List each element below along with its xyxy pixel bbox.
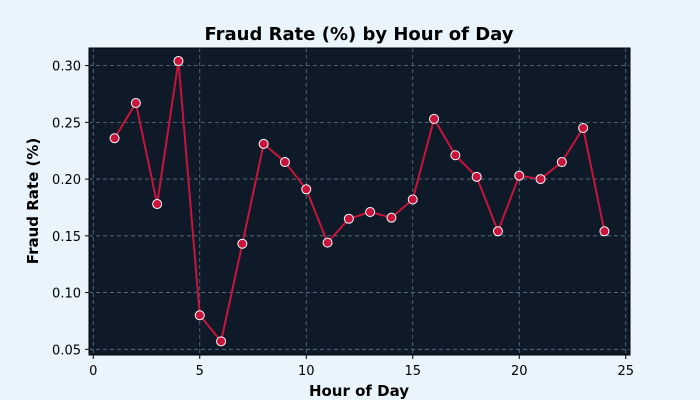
data-point-layer <box>109 56 610 347</box>
data-point <box>578 123 589 134</box>
data-point <box>130 98 141 109</box>
y-tick-label: 0.20 <box>52 173 81 188</box>
y-tick-label: 0.25 <box>52 116 81 131</box>
data-point <box>343 213 354 224</box>
plot-frame <box>88 47 631 356</box>
data-point <box>152 199 163 210</box>
data-point <box>194 310 205 321</box>
data-point <box>514 170 525 181</box>
x-tick-label: 5 <box>196 364 204 379</box>
data-point <box>450 150 461 161</box>
x-tick-label: 25 <box>617 364 634 379</box>
data-point <box>407 194 418 205</box>
data-point <box>279 157 290 168</box>
data-point <box>599 226 610 237</box>
plot-area <box>89 48 630 355</box>
data-point <box>322 237 333 248</box>
data-point <box>109 133 120 144</box>
data-point <box>301 184 312 195</box>
data-point <box>237 238 248 249</box>
data-point <box>216 336 227 347</box>
data-point <box>471 171 482 182</box>
data-point <box>386 212 397 223</box>
data-point <box>429 113 440 124</box>
y-tick-label: 0.10 <box>52 287 81 302</box>
data-point <box>556 157 567 168</box>
y-axis-title: Fraud Rate (%) <box>24 138 42 264</box>
x-tick-label: 20 <box>511 364 528 379</box>
data-point <box>365 206 376 217</box>
data-point <box>173 56 184 67</box>
x-tick-label: 15 <box>404 364 421 379</box>
chart-title: Fraud Rate (%) by Hour of Day <box>205 24 514 45</box>
axes-layer: 0 5 10 15 20 25 0.05 0.10 0.15 0.20 0.25 0.30 <box>52 47 634 379</box>
y-tick-label: 0.05 <box>52 343 81 358</box>
data-point <box>492 226 503 237</box>
data-point <box>535 174 546 185</box>
y-tick-label: 0.30 <box>52 60 81 75</box>
x-axis-title: Hour of Day <box>309 382 409 400</box>
y-tick-label: 0.15 <box>52 230 81 245</box>
data-point <box>258 138 269 149</box>
x-tick-label: 10 <box>298 364 315 379</box>
x-tick-label: 0 <box>89 364 97 379</box>
